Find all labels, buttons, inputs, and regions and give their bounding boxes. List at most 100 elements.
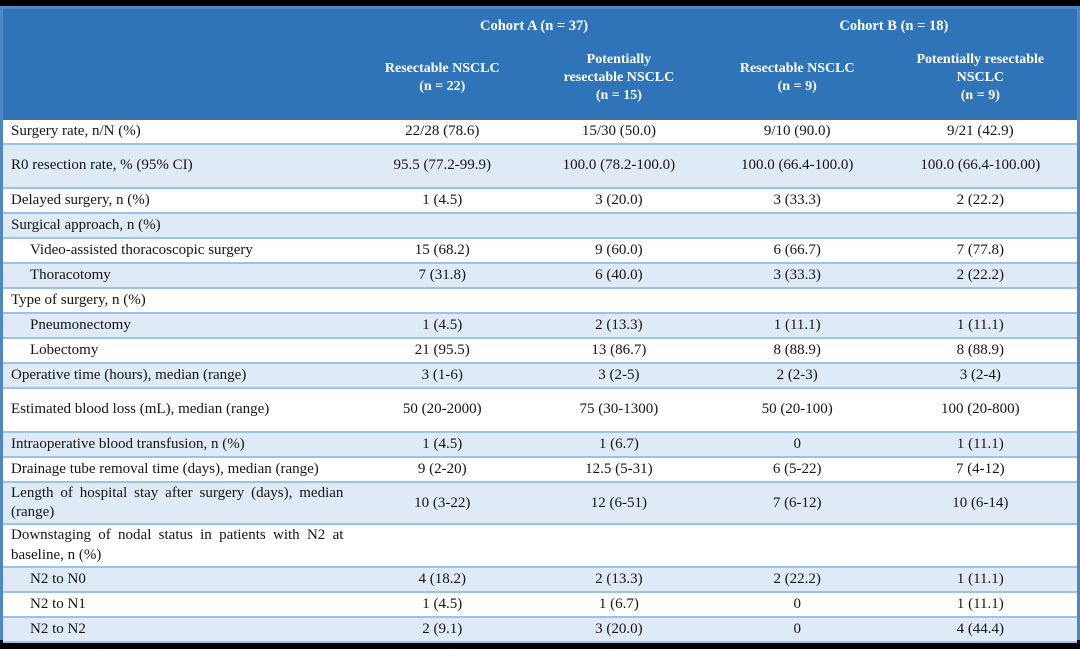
row-value: 0 (793, 435, 801, 452)
row-value (884, 213, 1077, 238)
table-row: Pneumonectomy 1 (4.5) 2 (13.3) 1 (11.1) 1 (1… (3, 313, 1077, 338)
row-value: 22/28 (78.6) (405, 122, 480, 139)
row-value: 0 (793, 595, 801, 612)
row-value: 1 (11.1) (956, 435, 1004, 452)
row-value: 13 (86.7) (591, 341, 647, 358)
row-value: 1 (11.1) (956, 570, 1004, 587)
row-value (357, 524, 527, 566)
row-value: 7 (31.8) (418, 266, 467, 283)
row-value: 7 (77.8) (956, 241, 1005, 258)
row-value (884, 524, 1077, 566)
row-label: Thoracotomy (30, 266, 111, 283)
table-row: Surgery rate, n/N (%) 22/28 (78.6) 15/30 (… (3, 118, 1077, 145)
header-spacer-cell (3, 39, 358, 119)
table-row: Type of surgery, n (%) (3, 288, 1077, 313)
row-value: 1 (11.1) (773, 316, 821, 333)
table-row: N2 to N1 1 (4.5) 1 (6.7) 0 1 (11.1) (3, 591, 1077, 617)
row-value: 2 (22.2) (773, 570, 821, 587)
row-label: N2 to N0 (30, 570, 86, 587)
row-value: 2 (13.3) (595, 570, 643, 587)
table-header: Cohort A (n = 37) Cohort B (n = 18) Rese… (3, 9, 1077, 119)
row-label: Surgery rate, n/N (%) (11, 122, 141, 139)
row-value (527, 288, 711, 313)
row-value: 75 (30-1300) (579, 401, 659, 418)
row-value: 1 (6.7) (598, 435, 639, 452)
row-value: 1 (4.5) (357, 642, 527, 649)
row-value: 12 (6-51) (590, 494, 648, 511)
row-label: Surgical approach, n (%) (11, 216, 161, 233)
row-value: 3 (20.0) (595, 191, 643, 208)
row-label: Intraoperative blood transfusion, n (%) (11, 435, 245, 452)
row-value: 100 (20-800) (940, 401, 1020, 418)
row-label: Estimated blood loss (mL), median (range… (11, 401, 270, 418)
row-value: 3 (33.3) (773, 266, 821, 283)
row-value: 3 (2-4) (959, 366, 1001, 383)
row-value: 1 (11.1) (956, 316, 1004, 333)
row-value: 1 (4.5) (422, 595, 463, 612)
row-value (527, 213, 711, 238)
column-header-potentially-resectable-a: Potentially resectable NSCLC (n = 15) (527, 39, 711, 119)
row-value: 12.5 (5-31) (585, 460, 653, 477)
row-label: N2 to N2 (30, 620, 86, 637)
table-row: Thoracotomy 7 (31.8) 6 (40.0) 3 (33.3) 2 (22… (3, 263, 1077, 288)
table-row: N2 to N0 4 (18.2) 2 (13.3) 2 (22.2) 1 (11.1) (3, 566, 1077, 592)
row-value: 6 (40.0) (595, 266, 643, 283)
table-row: Lobectomy 21 (95.5) 13 (86.7) 8 (88.9) 8 (88… (3, 338, 1077, 363)
row-label: Type of surgery, n (%) (11, 291, 146, 308)
row-label: Video-assisted thoracoscopic surgery (30, 241, 253, 258)
row-value: 3 (33.3) (773, 191, 821, 208)
row-value: 2 (22.2) (956, 191, 1005, 208)
row-value: 4 (44.4) (956, 620, 1005, 637)
table-row: Estimated blood loss (mL), median (range… (3, 388, 1077, 432)
table-row: Length of hospital stay after surgery (d… (3, 482, 1077, 525)
table-row: Intraoperative blood transfusion, n (%) 1… (3, 432, 1077, 457)
table-row: Surgical complications, n (%)1 (4.5)3 (2… (3, 641, 1077, 649)
row-label: Lobectomy (30, 341, 99, 358)
row-value: 9 (2-20) (417, 460, 467, 477)
row-label: Operative time (hours), median (range) (11, 366, 247, 383)
row-value: 21 (95.5) (414, 341, 470, 358)
row-value: 10 (6-14) (952, 494, 1009, 511)
column-header-potentially-resectable-b: Potentially resectable NSCLC (n = 9) (883, 39, 1077, 119)
table-row: Drainage tube removal time (days), media… (3, 457, 1077, 482)
row-value: 100.0 (66.4-100.0) (740, 157, 854, 174)
row-value: 15/30 (50.0) (581, 122, 656, 139)
row-value: 9/10 (90.0) (763, 122, 831, 139)
row-value: 3 (20.0) (527, 642, 711, 649)
row-value: 100.0 (66.4-100.00) (920, 157, 1041, 174)
row-value: 50 (20-100) (761, 401, 833, 418)
row-value: 10 (3-22) (414, 494, 471, 511)
row-value: 6 (5-22) (772, 460, 822, 477)
row-value: 2 (22.2) (956, 266, 1005, 283)
row-value (884, 288, 1077, 313)
row-value: 3 (2-5) (598, 366, 640, 383)
row-value (357, 213, 527, 238)
row-value: 0 (884, 642, 1077, 649)
row-value (357, 288, 527, 313)
row-label: Drainage tube removal time (days), media… (11, 460, 319, 477)
row-value: 50 (20-2000) (402, 401, 482, 418)
table-row: Surgical approach, n (%) (3, 213, 1077, 238)
table-row: Operative time (hours), median (range) 3 … (3, 363, 1077, 388)
row-value: 7 (6-12) (772, 494, 822, 511)
row-value: 9/21 (42.9) (946, 122, 1014, 139)
table-row: N2 to N2 2 (9.1) 3 (20.0) 0 4 (44.4) (3, 616, 1077, 642)
row-value: 6 (66.7) (773, 241, 821, 258)
row-label: Length of hospital stay after surgery (d… (11, 485, 344, 521)
column-header-resectable-a: Resectable NSCLC (n = 22) (357, 39, 528, 119)
row-label: Pneumonectomy (30, 316, 131, 333)
row-value (711, 288, 884, 313)
row-value: 7 (4-12) (955, 460, 1005, 477)
row-label: Delayed surgery, n (%) (11, 191, 150, 208)
cohort-header-row: Cohort A (n = 37) Cohort B (n = 18) (3, 9, 1077, 39)
row-value: 1 (4.5) (422, 191, 463, 208)
table-row: R0 resection rate, % (95% CI) 95.5 (77.2-… (3, 144, 1077, 188)
row-value: 1 (4.5) (422, 435, 463, 452)
row-value: 2 (9.1) (422, 620, 463, 637)
row-value: 1 (11.1) (956, 595, 1004, 612)
row-value: 3 (1-6) (421, 366, 463, 383)
row-value: 100.0 (78.2-100.0) (562, 157, 676, 174)
row-value (711, 524, 884, 566)
row-label: R0 resection rate, % (95% CI) (11, 157, 193, 174)
